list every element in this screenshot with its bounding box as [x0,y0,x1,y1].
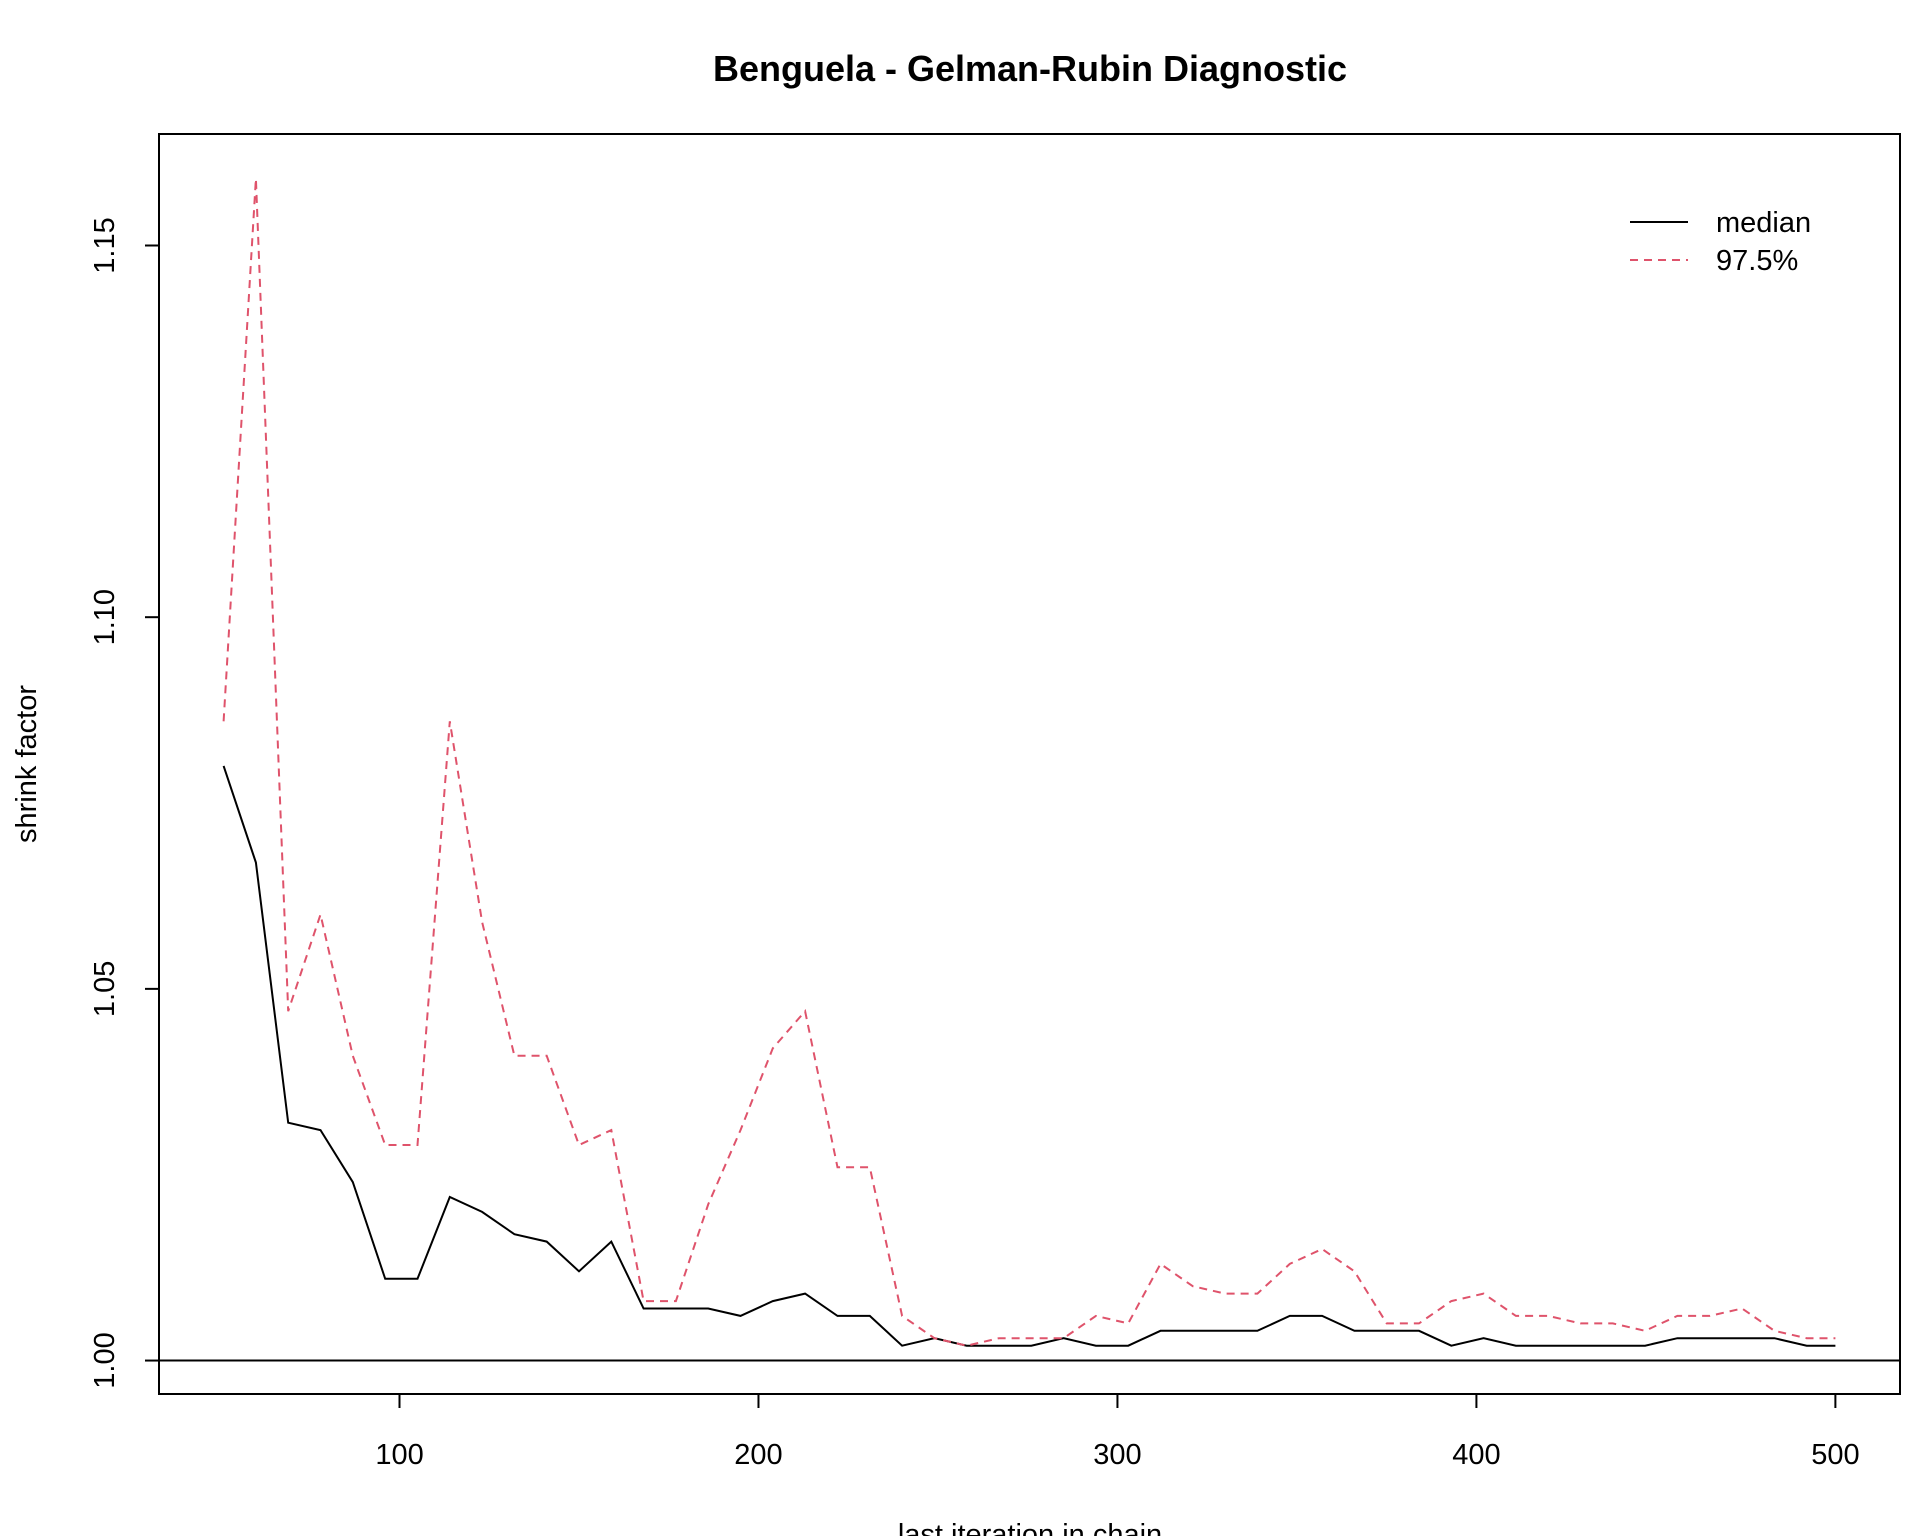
y-tick-label: 1.00 [89,1332,121,1388]
x-axis-label: last iteration in chain [898,1519,1162,1536]
x-axis: 100 200 300 400 500 [375,1393,1860,1471]
y-tick-label: 1.05 [89,961,121,1017]
legend: median 97.5% [1630,207,1811,277]
plot-frame [158,133,1901,1395]
x-tick-label: 200 [734,1439,782,1471]
legend-label: median [1716,207,1811,239]
legend-label: 97.5% [1716,245,1798,277]
x-tick-label: 400 [1452,1439,1500,1471]
chart-title: Benguela - Gelman-Rubin Diagnostic [713,48,1347,89]
y-axis: 1.00 1.05 1.10 1.15 [89,217,160,1389]
x-tick-label: 500 [1811,1439,1859,1471]
y-tick-label: 1.10 [89,589,121,645]
series-layer [222,178,1836,1347]
series-line-upper-97-5 [222,178,1836,1347]
y-tick-label: 1.15 [89,217,121,273]
x-tick-label: 100 [375,1439,423,1471]
series-line-median [222,765,1836,1347]
x-tick-label: 300 [1093,1439,1141,1471]
y-axis-label: shrink factor [11,685,43,843]
